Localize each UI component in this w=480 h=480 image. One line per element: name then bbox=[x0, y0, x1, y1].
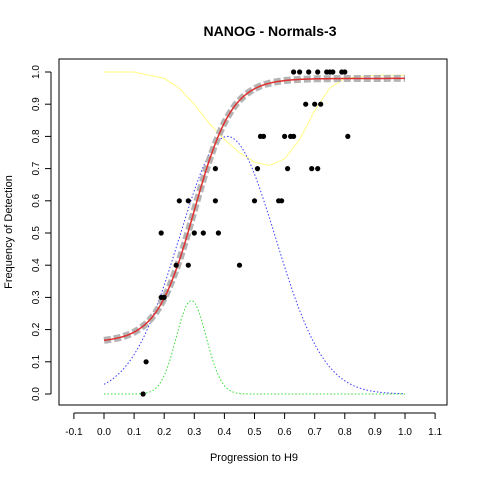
logistic-fit-line bbox=[103, 77, 405, 342]
curves-layer bbox=[103, 71, 405, 395]
x-axis: -0.1 0.0 0.1 0.2 0.3 0.4 0.5 0.6 0.7 0.8 0.9 1.0 1.1 bbox=[65, 412, 442, 438]
data-point bbox=[291, 69, 297, 75]
data-point bbox=[236, 262, 243, 268]
x-tick-label: 0.2 bbox=[157, 427, 171, 438]
x-tick-label: -0.1 bbox=[65, 427, 83, 438]
x-tick-label: 0.3 bbox=[187, 427, 201, 438]
data-point bbox=[185, 198, 191, 204]
data-point bbox=[306, 69, 312, 75]
data-point bbox=[315, 69, 321, 75]
data-point bbox=[173, 262, 179, 268]
data-point bbox=[212, 166, 218, 172]
data-point bbox=[191, 230, 197, 236]
x-tick-label: 0.5 bbox=[248, 427, 262, 438]
data-point bbox=[200, 230, 206, 236]
data-point bbox=[279, 198, 285, 204]
y-axis-label: Frequency of Detection bbox=[3, 175, 15, 289]
x-tick-label: 0.9 bbox=[368, 427, 382, 438]
y-tick-label: 0.7 bbox=[31, 161, 42, 175]
data-point bbox=[303, 101, 309, 107]
x-tick-label: 0.0 bbox=[97, 427, 111, 438]
x-tick-label: 1.1 bbox=[428, 427, 442, 438]
data-point bbox=[297, 69, 303, 75]
data-point bbox=[215, 230, 221, 236]
data-point bbox=[251, 198, 258, 204]
data-point bbox=[309, 166, 315, 172]
x-tick-label: 0.4 bbox=[217, 427, 231, 438]
x-tick-label: 0.6 bbox=[278, 427, 292, 438]
y-tick-label: 0.1 bbox=[31, 354, 42, 368]
fit-confidence-band bbox=[103, 74, 405, 344]
x-tick-label: 1.0 bbox=[398, 427, 412, 438]
blue-density-curve bbox=[103, 135, 405, 395]
data-point bbox=[318, 101, 324, 107]
x-tick-label: 0.1 bbox=[127, 427, 141, 438]
data-point bbox=[254, 166, 261, 172]
data-point bbox=[143, 359, 149, 365]
data-point bbox=[285, 166, 291, 172]
data-point bbox=[212, 198, 218, 204]
x-tick-label: 0.7 bbox=[308, 427, 322, 438]
data-point bbox=[185, 262, 191, 268]
y-tick-label: 0.4 bbox=[31, 258, 42, 272]
data-point bbox=[291, 133, 297, 139]
data-point bbox=[260, 133, 267, 139]
data-point bbox=[282, 133, 288, 139]
y-axis: 0.0 0.1 0.2 0.3 0.4 0.5 0.6 0.7 0.8 0.9 1.0 bbox=[31, 65, 52, 401]
x-tick-label: 0.8 bbox=[338, 427, 352, 438]
y-tick-label: 1.0 bbox=[31, 65, 42, 79]
data-point bbox=[312, 101, 318, 107]
chart-title: NANOG - Normals-3 bbox=[203, 23, 336, 39]
y-tick-label: 0.6 bbox=[31, 193, 42, 207]
data-point bbox=[315, 166, 321, 172]
data-point bbox=[342, 69, 348, 75]
plot-frame bbox=[58, 58, 448, 406]
y-tick-label: 0.9 bbox=[31, 97, 42, 111]
x-axis-label: Progression to H9 bbox=[210, 452, 298, 464]
green-density-curve bbox=[104, 300, 405, 395]
points-layer bbox=[140, 69, 351, 397]
data-point bbox=[140, 391, 146, 397]
y-tick-label: 0.0 bbox=[31, 387, 42, 401]
data-point bbox=[345, 133, 351, 139]
y-tick-label: 0.5 bbox=[31, 226, 42, 240]
y-tick-label: 0.2 bbox=[31, 322, 42, 336]
data-point bbox=[161, 294, 167, 300]
y-tick-label: 0.3 bbox=[31, 290, 42, 304]
yellow-density-curve bbox=[104, 71, 405, 166]
y-tick-label: 0.8 bbox=[31, 129, 42, 143]
data-point bbox=[176, 198, 182, 204]
data-point bbox=[158, 230, 164, 236]
data-point bbox=[330, 69, 336, 75]
